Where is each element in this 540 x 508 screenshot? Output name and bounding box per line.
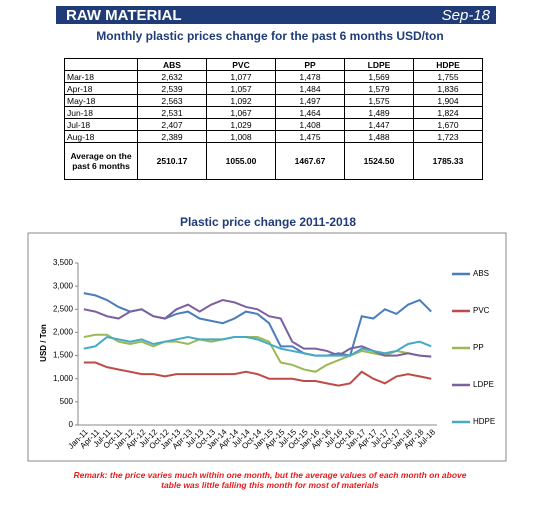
y-tick-label: 500 (60, 397, 74, 406)
table-cell: 2,531 (137, 106, 207, 119)
table-cell: 1,067 (206, 106, 276, 119)
table-cell: 1,836 (413, 82, 483, 95)
y-tick-label: 1,000 (53, 374, 74, 383)
table-cell: 1,579 (344, 82, 414, 95)
remark: Remark: the price varies much within one… (73, 470, 467, 490)
table-row: Mar-18 2,632 1,077 1,478 1,569 1,755 (64, 70, 483, 83)
column-header: PVC (206, 58, 276, 71)
series-line (83, 335, 432, 357)
table-row: Average on the past 6 months 2510.17 1055.… (64, 142, 483, 180)
table-cell: 1,569 (344, 70, 414, 83)
table-cell: 1,408 (275, 118, 345, 131)
table-cell: 1,755 (413, 70, 483, 83)
price-table: ABS PVC PP LDPE HDPE Mar-18 2,632 1,077 1,478 1,5… (64, 58, 483, 180)
y-tick-label: 0 (69, 420, 74, 429)
header-row: ABS PVC PP LDPE HDPE (64, 58, 483, 71)
table-cell: 1,904 (413, 94, 483, 107)
table-row: May-18 2,563 1,092 1,497 1,575 1,904 (64, 94, 483, 107)
subtitle: Monthly plastic prices change for the pa… (96, 29, 444, 43)
table-cell: 1055.00 (206, 142, 276, 180)
row-label: Apr-18 (64, 82, 138, 95)
table-cell: 1,475 (275, 130, 345, 143)
table-row: Jun-18 2,531 1,067 1,464 1,489 1,824 (64, 106, 483, 119)
row-label: Aug-18 (64, 130, 138, 143)
table-cell: 1,484 (275, 82, 345, 95)
table-cell: 1,723 (413, 130, 483, 143)
header-bar: RAW MATERIAL Sep-18 (56, 6, 496, 24)
table-cell: 1,092 (206, 94, 276, 107)
table-cell: 2510.17 (137, 142, 207, 180)
table-cell: 1524.50 (344, 142, 414, 180)
column-header: ABS (137, 58, 207, 71)
series-line (83, 361, 432, 387)
table-cell: 1,478 (275, 70, 345, 83)
header-title: RAW MATERIAL (66, 7, 182, 24)
chart-title: Plastic price change 2011-2018 (180, 215, 356, 229)
table-cell: 1,447 (344, 118, 414, 131)
y-axis-label: USD / Ton (39, 324, 48, 362)
y-tick-label: 2,000 (53, 328, 74, 337)
row-label: May-18 (64, 94, 138, 107)
table-row: Apr-18 2,539 1,057 1,484 1,579 1,836 (64, 82, 483, 95)
table-cell: 1,489 (344, 106, 414, 119)
table-cell: 1,575 (344, 94, 414, 107)
row-label: Jun-18 (64, 106, 138, 119)
table-cell: 2,632 (137, 70, 207, 83)
row-label: Average on the past 6 months (64, 142, 138, 180)
table-cell: 1,824 (413, 106, 483, 119)
row-label: Mar-18 (64, 70, 138, 83)
y-tick-label: 3,500 (53, 258, 74, 267)
y-tick-label: 3,000 (53, 281, 74, 290)
table-cell: 1,670 (413, 118, 483, 131)
legend-label: PP (473, 343, 484, 352)
y-tick-label: 1,500 (53, 351, 74, 360)
table-cell: 1,488 (344, 130, 414, 143)
table-cell: 2,563 (137, 94, 207, 107)
table-cell: 2,539 (137, 82, 207, 95)
legend-label: HDPE (473, 417, 495, 426)
table-row: Aug-18 2,389 1,008 1,475 1,488 1,723 (64, 130, 483, 143)
legend-label: ABS (473, 269, 489, 278)
table-row: Jul-18 2,407 1,029 1,408 1,447 1,670 (64, 118, 483, 131)
row-label: Jul-18 (64, 118, 138, 131)
column-header: HDPE (413, 58, 483, 71)
table-cell: 2,389 (137, 130, 207, 143)
legend-label: PVC (473, 306, 490, 315)
table-cell: 1,008 (206, 130, 276, 143)
y-tick-label: 2,500 (53, 304, 74, 313)
table-cell: 1467.67 (275, 142, 345, 180)
legend-label: LDPE (473, 380, 494, 389)
table-cell: 1,077 (206, 70, 276, 83)
table-cell: 1,464 (275, 106, 345, 119)
column-header: LDPE (344, 58, 414, 71)
column-header: PP (275, 58, 345, 71)
table-cell: 1,029 (206, 118, 276, 131)
chart-frame (27, 232, 507, 462)
chart: Plastic price change 2011-2018 USD / Ton… (27, 215, 507, 462)
table-cell: 1785.33 (413, 142, 483, 180)
table-cell: 2,407 (137, 118, 207, 131)
corner-cell (64, 58, 138, 71)
table-cell: 1,497 (275, 94, 345, 107)
series-line (83, 333, 432, 373)
table-cell: 1,057 (206, 82, 276, 95)
header-date: Sep-18 (441, 7, 490, 24)
